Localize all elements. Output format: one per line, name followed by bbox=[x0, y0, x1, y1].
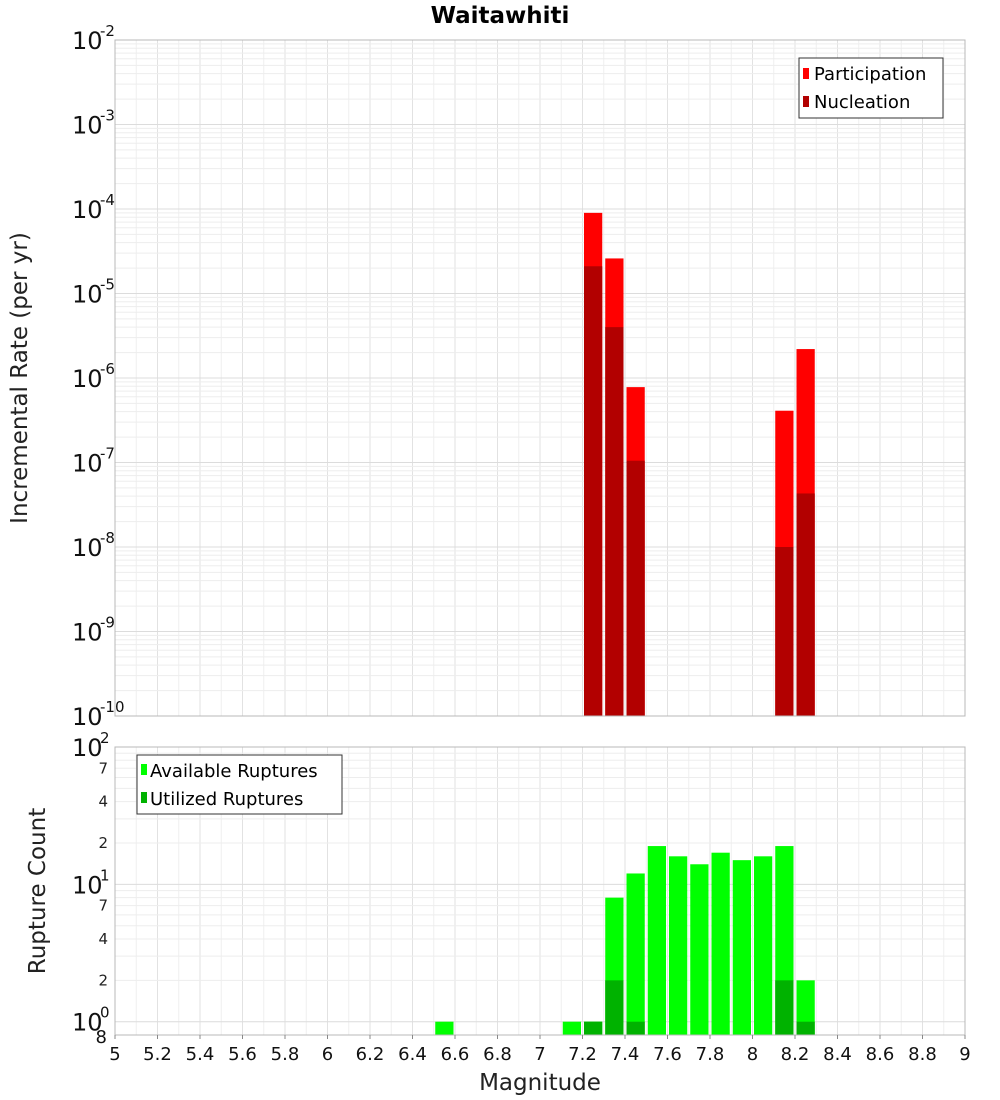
x-tick-label: 7.8 bbox=[696, 1044, 725, 1065]
rate-y-tick-exponent: -2 bbox=[100, 22, 115, 40]
chart-title: Waitawhiti bbox=[431, 3, 570, 29]
available-ruptures-bar bbox=[796, 980, 815, 1035]
rate-plot: Waitawhiti 10-1010-910-810-710-610-510-4… bbox=[7, 3, 966, 731]
legend-label-utilized-ruptures: Utilized Ruptures bbox=[150, 789, 303, 810]
utilized-ruptures-bar bbox=[626, 1021, 645, 1035]
x-tick-label: 8.6 bbox=[866, 1044, 895, 1065]
count-y-tick-label: 10 bbox=[72, 1009, 103, 1037]
rate-y-axis-title: Incremental Rate (per yr) bbox=[7, 232, 33, 524]
x-tick-label: 9 bbox=[959, 1044, 970, 1065]
rate-y-tick-exponent: -4 bbox=[100, 191, 115, 209]
legend-swatch-nucleation bbox=[803, 96, 809, 107]
rate-y-tick-exponent: -7 bbox=[100, 445, 115, 463]
x-tick-label: 8 bbox=[747, 1044, 758, 1065]
x-tick-label: 6.6 bbox=[441, 1044, 470, 1065]
count-y-minor-tick-label: 7 bbox=[98, 897, 108, 915]
rate-y-tick-label: 10 bbox=[72, 450, 103, 478]
rate-y-tick-label: 10 bbox=[72, 281, 103, 309]
available-ruptures-bar bbox=[690, 864, 709, 1035]
available-ruptures-bar bbox=[711, 852, 730, 1035]
x-tick-label: 5.8 bbox=[271, 1044, 300, 1065]
legend-swatch-utilized-ruptures bbox=[141, 792, 147, 803]
x-tick-label: 6.2 bbox=[356, 1044, 385, 1065]
count-legend: Available Ruptures Utilized Ruptures bbox=[136, 754, 343, 815]
count-y-tick-exponent: 0 bbox=[100, 1004, 110, 1022]
available-ruptures-bar bbox=[562, 1021, 581, 1035]
x-tick-label: 7.2 bbox=[568, 1044, 597, 1065]
count-y-tick-label: 10 bbox=[72, 871, 103, 899]
legend-swatch-participation bbox=[803, 68, 809, 79]
count-y-minor-tick-label: 4 bbox=[98, 793, 108, 811]
nucleation-bar bbox=[584, 266, 603, 716]
x-tick-label: 8.4 bbox=[823, 1044, 852, 1065]
rate-y-tick-label: 10 bbox=[72, 365, 103, 393]
rate-y-tick-exponent: -6 bbox=[100, 360, 115, 378]
rate-y-tick-label: 10 bbox=[72, 619, 103, 647]
x-tick-label: 5.6 bbox=[228, 1044, 257, 1065]
x-tick-label: 5 bbox=[109, 1044, 120, 1065]
available-ruptures-bar bbox=[626, 873, 645, 1035]
rate-y-tick-exponent: -10 bbox=[100, 698, 125, 716]
available-ruptures-bar bbox=[732, 860, 751, 1035]
x-tick-label: 6 bbox=[322, 1044, 333, 1065]
rate-y-tick-label: 10 bbox=[72, 196, 103, 224]
x-tick-label: 5.2 bbox=[143, 1044, 172, 1065]
utilized-ruptures-bar bbox=[796, 1021, 815, 1035]
count-legend-box bbox=[136, 754, 343, 815]
count-y-tick-label: 10 bbox=[72, 734, 103, 762]
x-tick-label: 7.6 bbox=[653, 1044, 682, 1065]
magnitude-x-axis-title: Magnitude bbox=[479, 1070, 601, 1096]
x-tick-label: 6.8 bbox=[483, 1044, 512, 1065]
x-tick-label: 8.8 bbox=[908, 1044, 937, 1065]
count-y-axis-title: Rupture Count bbox=[25, 808, 51, 974]
rate-y-tick-exponent: -8 bbox=[100, 529, 115, 547]
count-y-tick-exponent: 1 bbox=[100, 866, 110, 884]
x-tick-label: 7 bbox=[534, 1044, 545, 1065]
count-y-minor-tick-label: 8 bbox=[96, 1027, 107, 1048]
rate-y-tick-exponent: -3 bbox=[100, 107, 115, 125]
count-bars bbox=[435, 846, 815, 1035]
utilized-ruptures-bar bbox=[584, 1021, 603, 1035]
nucleation-bar bbox=[605, 327, 624, 716]
rate-plot-border bbox=[114, 39, 966, 717]
legend-label-nucleation: Nucleation bbox=[814, 92, 910, 113]
rate-y-tick-label: 10 bbox=[72, 703, 103, 731]
rate-legend: Participation Nucleation bbox=[798, 57, 944, 119]
rate-y-tick-exponent: -5 bbox=[100, 276, 115, 294]
count-y-tick-exponent: 2 bbox=[100, 729, 110, 747]
x-tick-label: 6.4 bbox=[398, 1044, 427, 1065]
magnitude-x-ticks: 5 5.2 5.4 5.6 5.8 6 6.2 6.4 6.6 6.8 7 7.2 7.4 7.6 7.8 8… bbox=[109, 1035, 971, 1065]
nucleation-bar bbox=[775, 547, 794, 716]
nucleation-bar bbox=[626, 460, 645, 716]
count-y-minor-tick-label: 4 bbox=[98, 930, 108, 948]
count-y-minor-tick-label: 7 bbox=[98, 759, 108, 777]
available-ruptures-bar bbox=[647, 846, 666, 1035]
rate-y-tick-label: 10 bbox=[72, 112, 103, 140]
x-tick-label: 7.4 bbox=[611, 1044, 640, 1065]
legend-label-participation: Participation bbox=[814, 64, 926, 85]
rate-legend-box bbox=[798, 57, 944, 119]
utilized-ruptures-bar bbox=[605, 980, 624, 1035]
count-y-minor-tick-label: 2 bbox=[98, 971, 108, 989]
legend-swatch-available-ruptures bbox=[141, 764, 147, 775]
count-y-minor-tick-label: 2 bbox=[98, 834, 108, 852]
rate-y-tick-label: 10 bbox=[72, 27, 103, 55]
nucleation-bar bbox=[796, 493, 815, 716]
utilized-ruptures-bar bbox=[775, 980, 794, 1035]
rate-y-tick-label: 10 bbox=[72, 534, 103, 562]
rate-gridlines bbox=[114, 40, 966, 717]
available-ruptures-bar bbox=[669, 856, 688, 1035]
count-gridlines bbox=[114, 747, 966, 1035]
x-tick-label: 8.2 bbox=[781, 1044, 810, 1065]
x-tick-label: 5.4 bbox=[186, 1044, 215, 1065]
legend-label-available-ruptures: Available Ruptures bbox=[150, 761, 318, 782]
rate-bars bbox=[584, 212, 815, 716]
rate-y-tick-exponent: -9 bbox=[100, 614, 115, 632]
available-ruptures-bar bbox=[754, 856, 773, 1035]
available-ruptures-bar bbox=[435, 1021, 454, 1035]
